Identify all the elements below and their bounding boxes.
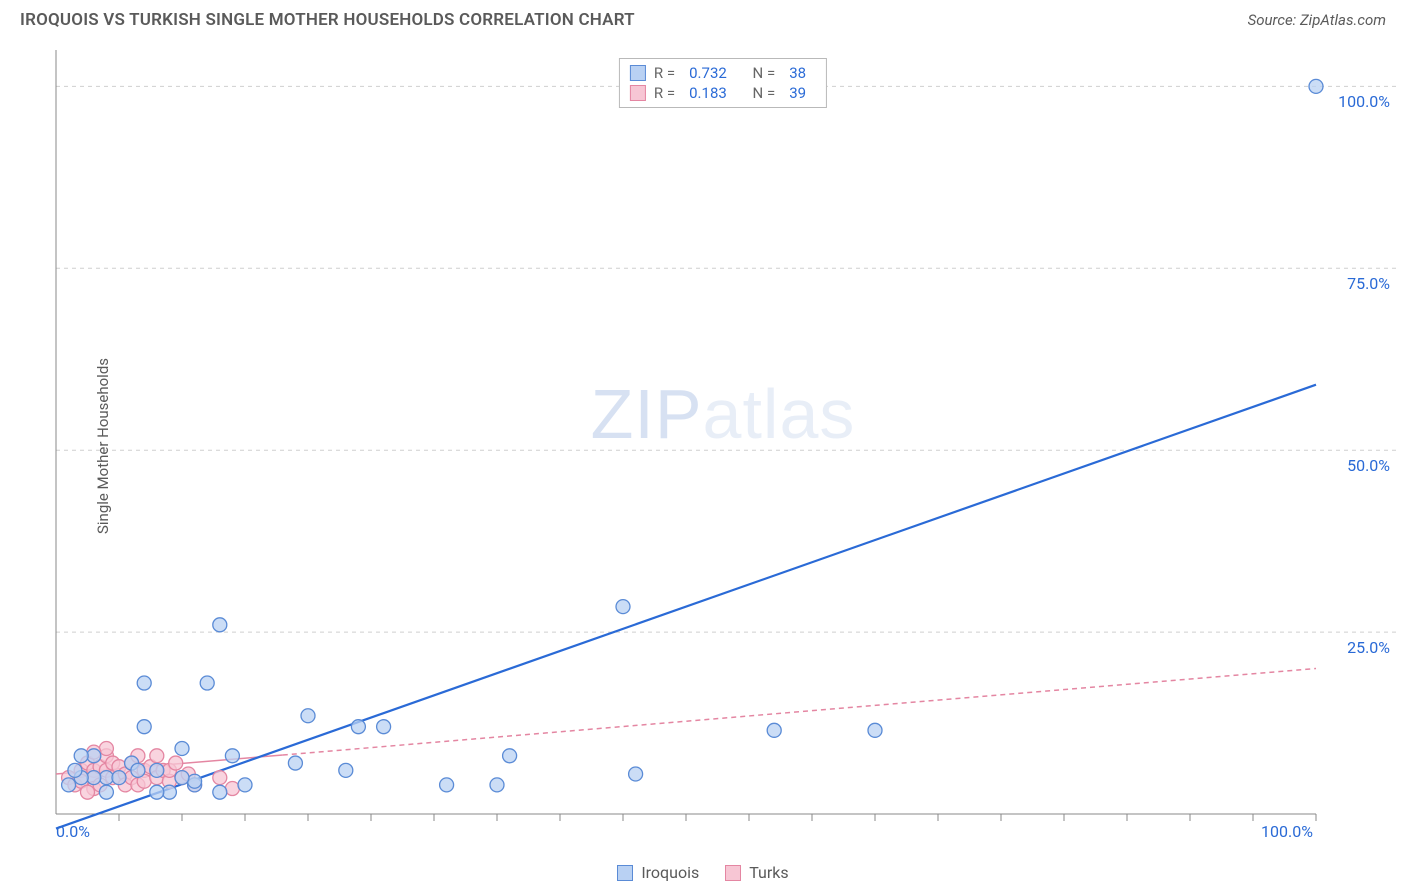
legend-item-turks: Turks xyxy=(725,863,788,882)
legend-label: Iroquois xyxy=(641,863,699,882)
y-tick-label: 25.0% xyxy=(1347,638,1390,657)
stats-legend-box: R = 0.732 N = 38 R = 0.183 N = 39 xyxy=(619,58,827,108)
swatch-icon xyxy=(630,85,646,101)
swatch-icon xyxy=(630,65,646,81)
source-name: ZipAtlas.com xyxy=(1300,11,1386,29)
y-tick-label: 75.0% xyxy=(1347,274,1390,293)
stat-r-value: 0.183 xyxy=(689,84,727,102)
scatter-plot xyxy=(50,50,1396,842)
source-prefix: Source: xyxy=(1248,11,1300,29)
stat-n-value: 39 xyxy=(789,84,806,102)
chart-container: Single Mother Households ZIPatlas R = 0.… xyxy=(50,50,1396,842)
stats-row: R = 0.183 N = 39 xyxy=(630,83,812,103)
stat-r-value: 0.732 xyxy=(689,64,727,82)
source-credit: Source: ZipAtlas.com xyxy=(1248,11,1386,29)
legend: Iroquois Turks xyxy=(0,863,1406,882)
stat-r-label: R = xyxy=(654,84,675,102)
swatch-icon xyxy=(725,865,741,881)
stat-n-value: 38 xyxy=(789,64,806,82)
stat-n-label: N = xyxy=(753,64,776,82)
stat-n-label: N = xyxy=(753,84,776,102)
stats-row: R = 0.732 N = 38 xyxy=(630,63,812,83)
stat-r-label: R = xyxy=(654,64,675,82)
legend-label: Turks xyxy=(749,863,788,882)
page-title: IROQUOIS VS TURKISH SINGLE MOTHER HOUSEH… xyxy=(20,10,635,30)
y-tick-label: 100.0% xyxy=(1338,92,1390,111)
y-axis-label: Single Mother Households xyxy=(94,358,112,534)
swatch-icon xyxy=(617,865,633,881)
y-tick-label: 50.0% xyxy=(1347,456,1390,475)
x-tick-label: 100.0% xyxy=(1261,822,1313,841)
x-tick-label: 0.0% xyxy=(56,822,90,841)
legend-item-iroquois: Iroquois xyxy=(617,863,699,882)
